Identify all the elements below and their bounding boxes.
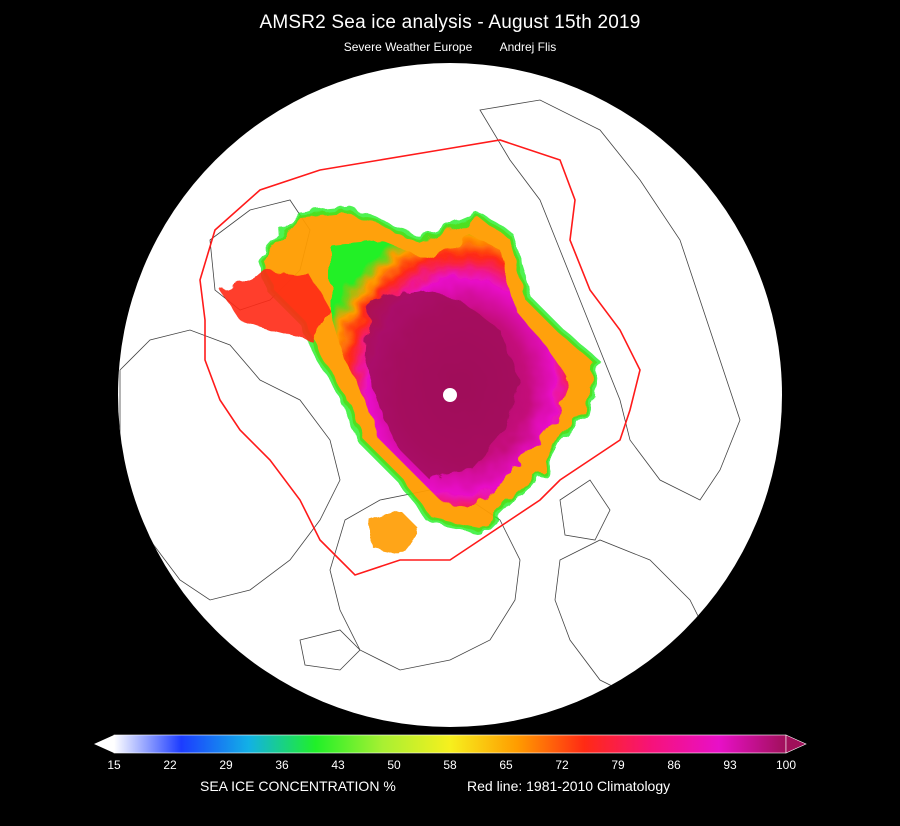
colorbar-tick-label: 72 xyxy=(555,758,569,772)
colorbar-tick-label: 22 xyxy=(163,758,177,772)
climatology-line xyxy=(199,139,641,576)
hudson-bay-ice xyxy=(220,270,330,340)
colorbar-tick-label: 50 xyxy=(387,758,401,772)
colorbar-bar xyxy=(113,734,787,754)
source-label: Severe Weather Europe xyxy=(343,40,473,54)
colorbar-under-arrow xyxy=(94,735,114,753)
sea-ice-core-dark xyxy=(365,290,520,480)
pole-hole xyxy=(443,388,457,402)
colorbar-tick-label: 100 xyxy=(775,758,797,772)
colorbar-tick-label: 29 xyxy=(219,758,233,772)
colorbar-tick-label: 15 xyxy=(107,758,121,772)
colorbar-over-arrow xyxy=(785,734,807,754)
siberia-outline xyxy=(479,99,741,501)
author-label: Andrej Flis xyxy=(499,40,557,54)
map-content xyxy=(119,99,741,701)
svalbard-outline xyxy=(559,479,611,541)
colorbar-tick-label: 93 xyxy=(723,758,737,772)
colorbar-tick-labels: 15 22 29 36 43 50 58 65 72 79 86 93 100 xyxy=(0,758,900,776)
colorbar-tick-label: 43 xyxy=(331,758,345,772)
colorbar-tick-label: 86 xyxy=(667,758,681,772)
map-title: AMSR2 Sea ice analysis - August 15th 201… xyxy=(259,12,641,33)
sea-ice-extent xyxy=(220,206,599,555)
colorbar-label: SEA ICE CONCENTRATION % xyxy=(200,778,396,794)
east-greenland-ice xyxy=(370,510,420,555)
iceland-outline xyxy=(299,629,361,671)
colorbar-tick-label: 36 xyxy=(275,758,289,772)
map-subtitle: Severe Weather Europe Andrej Flis xyxy=(0,40,900,54)
colorbar-tick-label: 79 xyxy=(611,758,625,772)
colorbar xyxy=(94,734,807,754)
climatology-note: Red line: 1981-2010 Climatology xyxy=(467,778,671,794)
colorbar-tick-label: 58 xyxy=(443,758,457,772)
colorbar-tick-label: 65 xyxy=(499,758,513,772)
